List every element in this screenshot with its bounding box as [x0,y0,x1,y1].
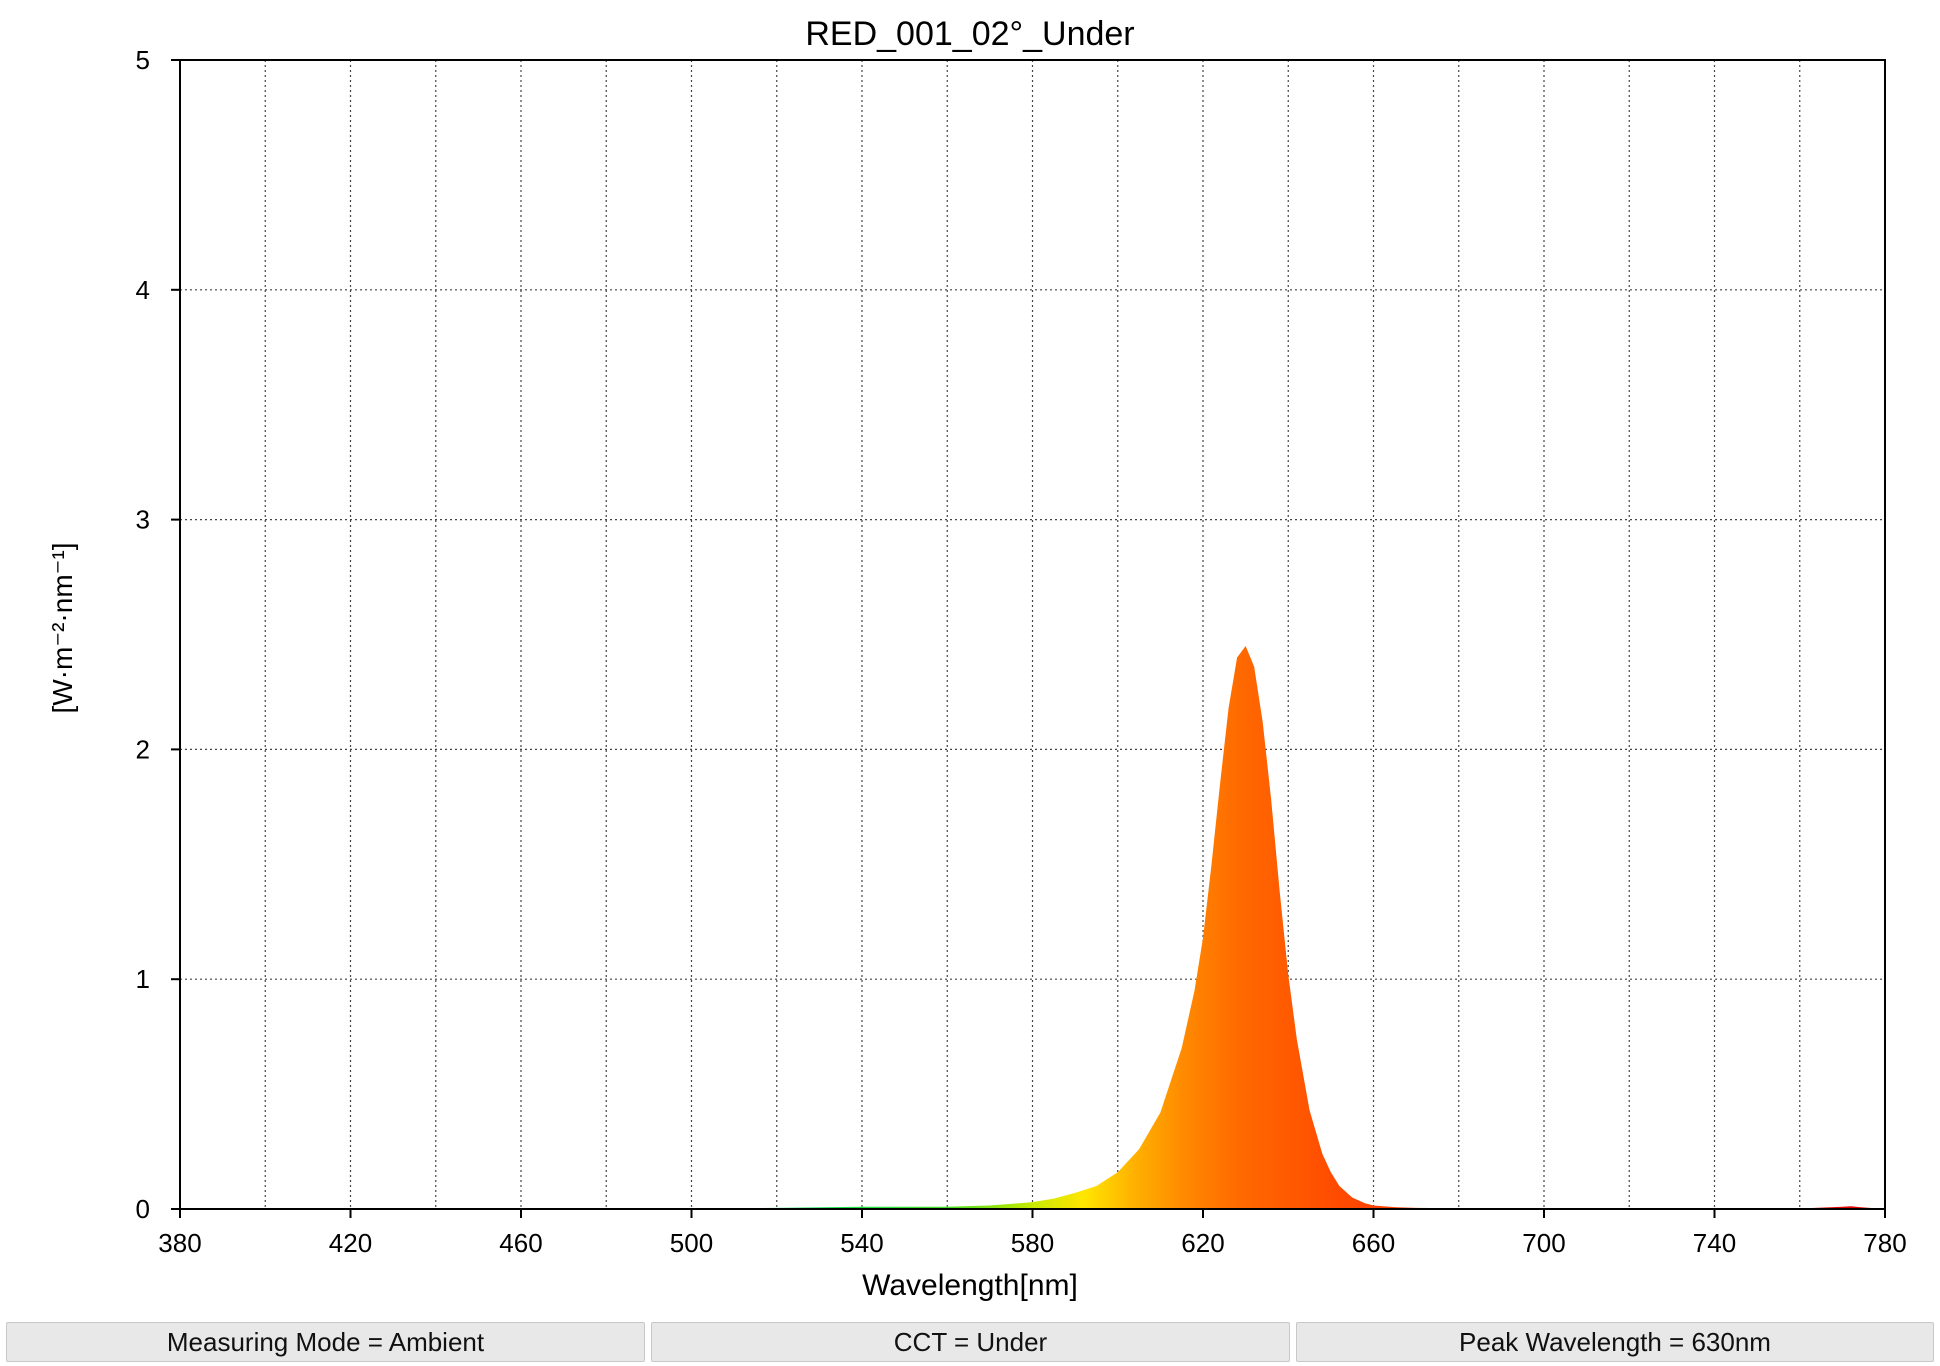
x-tick-label: 780 [1863,1228,1906,1258]
measuring-mode-status: Measuring Mode = Ambient [6,1322,645,1362]
chart-title: RED_001_02°_Under [805,15,1134,53]
x-tick-label: 460 [499,1228,542,1258]
x-tick-label: 620 [1181,1228,1224,1258]
y-tick-label: 3 [136,505,150,535]
y-tick-label: 4 [136,275,150,305]
y-tick-label: 1 [136,964,150,994]
x-tick-label: 420 [329,1228,372,1258]
grid-lines [180,60,1885,1209]
y-tick-label: 2 [136,734,150,764]
x-tick-label: 700 [1522,1228,1565,1258]
y-tick-label: 5 [136,45,150,75]
x-tick-label: 740 [1693,1228,1736,1258]
y-tick-label: 0 [136,1194,150,1224]
spectrum-chart: RED_001_02°_Under 380 420 460 500 540 580 620 6… [47,15,1907,1302]
y-axis-label: [W·m⁻²·nm⁻¹] [47,542,78,713]
x-axis-label: Wavelength[nm] [862,1269,1078,1302]
cct-status: CCT = Under [651,1322,1290,1362]
x-tick-label: 580 [1011,1228,1054,1258]
x-tick-label: 660 [1352,1228,1395,1258]
axis-ticks: 380 420 460 500 540 580 620 660 700 740 780 0 1 2 3 4 5 [136,45,1907,1258]
x-tick-label: 540 [840,1228,883,1258]
x-tick-label: 500 [670,1228,713,1258]
status-bar: Measuring Mode = Ambient CCT = Under Pea… [0,1318,1940,1366]
x-tick-label: 380 [158,1228,201,1258]
peak-wavelength-status: Peak Wavelength = 630nm [1296,1322,1934,1362]
